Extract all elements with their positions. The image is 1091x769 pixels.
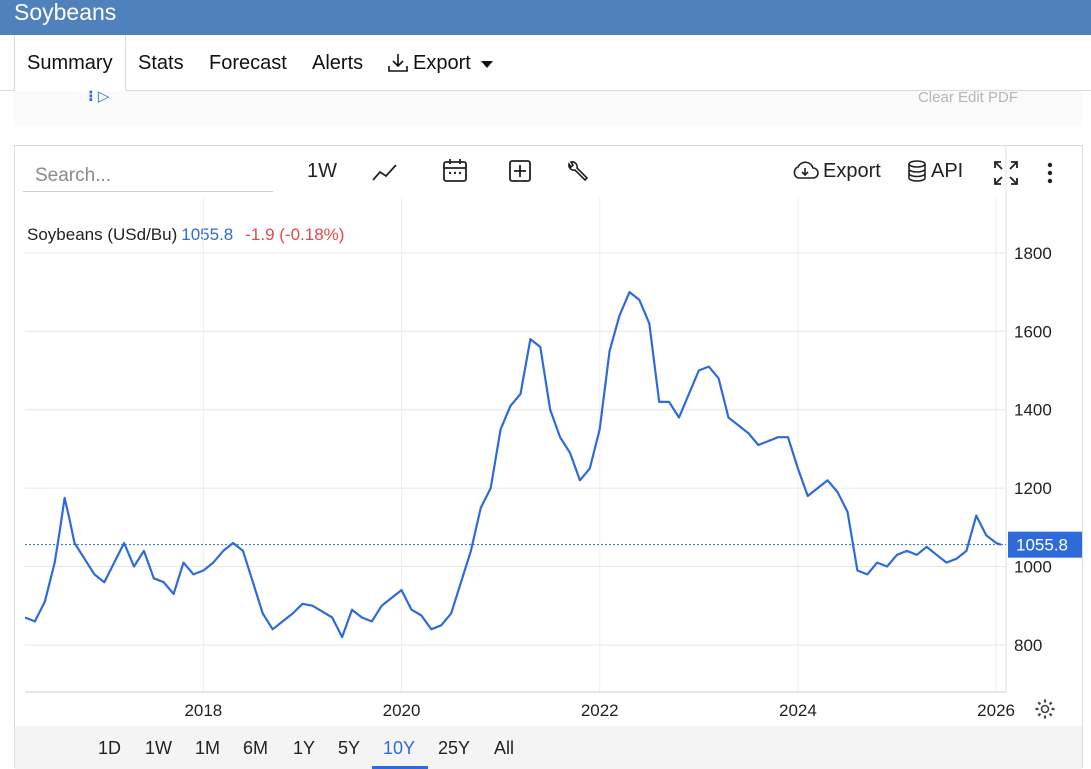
chevron-down-icon (480, 60, 493, 68)
tab-bar: Summary Stats Forecast Alerts Export (0, 35, 1091, 92)
share-icons[interactable]: ⁝ ▷ (88, 88, 110, 105)
line-chart-icon[interactable] (371, 160, 399, 184)
add-indicator-icon[interactable] (508, 159, 532, 183)
page-title: Soybeans (14, 0, 117, 25)
clear-edit-pdf[interactable]: Clear Edit PDF (917, 89, 1018, 106)
chart-legend: Soybeans (USd/Bu) 1055.8 -1.9 (-0.18%) (27, 225, 344, 245)
range-all[interactable]: All (494, 738, 515, 758)
chart-export-button[interactable]: Export (791, 159, 881, 183)
range-selector: 1D 1W 1M 6M 1Y 5Y 10Y 25Y All (15, 726, 1082, 769)
y-tick-label: 1800 (1014, 244, 1052, 263)
chart-panel: 1W Export API Soybeans (USd/Bu)1055 (14, 145, 1083, 769)
range-1w[interactable]: 1W (145, 738, 172, 758)
x-tick-label: 2026 (977, 701, 1015, 720)
gear-icon[interactable] (1034, 698, 1056, 720)
x-tick-label: 2024 (779, 701, 817, 720)
more-options-icon[interactable] (1045, 161, 1055, 185)
x-tick-label: 2018 (184, 701, 222, 720)
download-icon (388, 54, 408, 72)
interval-button[interactable]: 1W (307, 160, 337, 182)
series-line (24, 291, 1002, 639)
api-button[interactable]: API (907, 159, 963, 183)
y-tick-label: 1000 (1014, 558, 1052, 577)
tab-alerts[interactable]: Alerts (312, 52, 364, 74)
range-25y[interactable]: 25Y (438, 738, 471, 758)
page-title-bar: Soybeans (0, 0, 1091, 35)
legend-change: -1.9 (-0.18%) (245, 225, 345, 244)
x-tick-label: 2022 (581, 701, 619, 720)
database-icon (908, 160, 926, 182)
search-input[interactable] (23, 160, 273, 192)
chart-plot[interactable]: 800 1000 1200 1400 1600 1800 2018 2020 2022 2024 2… (15, 146, 1082, 726)
tab-export[interactable]: Export (387, 35, 493, 91)
y-tick-label: 1200 (1014, 479, 1052, 498)
sub-toolbar: ⁝ ▷ Clear Edit PDF (14, 88, 1082, 126)
range-1m[interactable]: 1M (195, 738, 221, 758)
y-tick-label: 1400 (1014, 401, 1052, 420)
api-label: API (931, 159, 964, 182)
range-6m[interactable]: 6M (243, 738, 269, 758)
calendar-icon[interactable] (442, 158, 468, 184)
cloud-download-icon (793, 161, 819, 179)
last-value-badge-label: 1055.8 (1016, 536, 1068, 555)
tab-summary[interactable]: Summary (14, 35, 126, 92)
range-5y[interactable]: 5Y (338, 738, 361, 758)
x-tick-label: 2020 (383, 701, 421, 720)
fullscreen-icon[interactable] (993, 160, 1019, 186)
range-1d[interactable]: 1D (98, 738, 122, 758)
range-1y[interactable]: 1Y (293, 738, 316, 758)
last-value-badge (1008, 531, 1082, 558)
y-tick-label: 1600 (1014, 322, 1052, 341)
legend-price: 1055.8 (181, 225, 234, 244)
tab-forecast[interactable]: Forecast (209, 52, 287, 74)
range-10y[interactable]: 10Y (383, 738, 416, 758)
tab-export-label: Export (413, 52, 471, 74)
wrench-icon[interactable] (565, 159, 591, 185)
tab-stats[interactable]: Stats (138, 52, 184, 74)
y-tick-label: 800 (1014, 636, 1042, 655)
chart-export-label: Export (823, 159, 881, 182)
legend-series-name: Soybeans (USd/Bu) (27, 225, 178, 244)
